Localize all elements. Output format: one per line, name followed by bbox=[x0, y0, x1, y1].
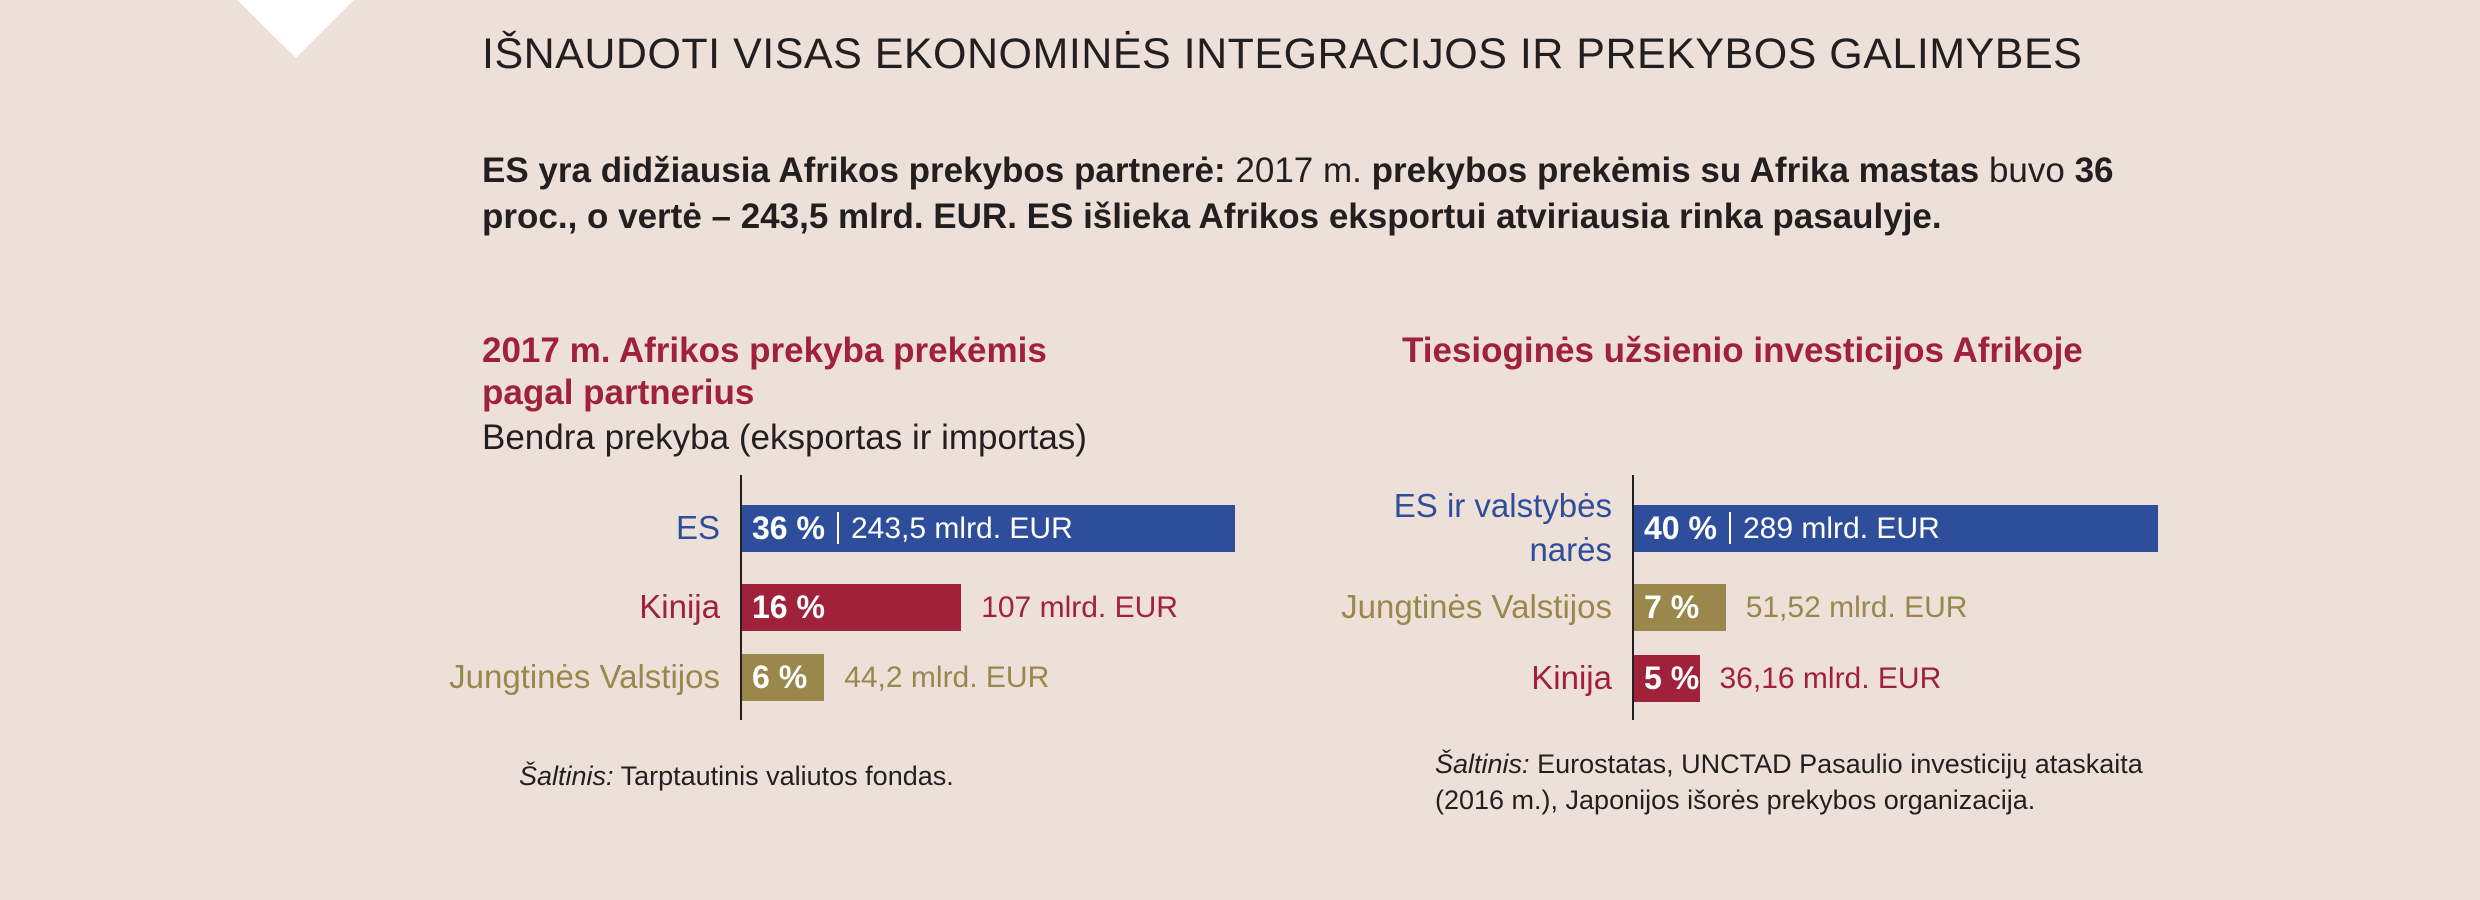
category-label: ES bbox=[675, 509, 720, 546]
category-label: Kinija bbox=[1531, 659, 1612, 696]
source-note: Šaltinis: Tarptautinis valiutos fondas. bbox=[519, 758, 1219, 794]
bar bbox=[742, 504, 1236, 552]
source-note: Šaltinis: Eurostatas, UNCTAD Pasaulio in… bbox=[1435, 746, 2175, 818]
amount-label: 289 mlrd. EUR bbox=[1743, 511, 1940, 545]
value-label: 36 % bbox=[752, 509, 825, 546]
separator bbox=[1729, 512, 1731, 544]
category-label: ES ir valstybės narės bbox=[1393, 487, 1612, 568]
category-label: Kinija bbox=[639, 588, 720, 625]
category-label: Jungtinės Valstijos bbox=[449, 658, 720, 695]
bar bbox=[742, 583, 962, 631]
source-label: Šaltinis: bbox=[1435, 749, 1530, 779]
amount-label: 243,5 mlrd. EUR bbox=[851, 511, 1073, 545]
intro-segment: prekybos prekėmis su Afrika mastas bbox=[1371, 151, 1989, 190]
value-label: 16 % bbox=[752, 588, 825, 625]
value-label: 40 % bbox=[1644, 509, 1717, 546]
amount-label: 107 mlrd. EUR bbox=[981, 590, 1178, 624]
source-label: Šaltinis: bbox=[519, 761, 614, 791]
separator bbox=[837, 512, 839, 544]
value-label: 6 % bbox=[752, 658, 808, 695]
amount-label: 44,2 mlrd. EUR bbox=[844, 660, 1050, 694]
axis-line bbox=[1632, 475, 1634, 720]
intro-text: ES yra didžiausia Afrikos prekybos partn… bbox=[482, 148, 2162, 240]
source-text: Eurostatas, UNCTAD Pasaulio investicijų … bbox=[1435, 749, 2143, 815]
source-text: Tarptautinis valiutos fondas. bbox=[620, 761, 954, 791]
page-title: IŠNAUDOTI VISAS EKONOMINĖS INTEGRACIJOS … bbox=[482, 30, 2083, 78]
bar bbox=[1634, 504, 2158, 552]
intro-segment: 2017 m. bbox=[1235, 151, 1372, 190]
value-label: 5 % bbox=[1644, 659, 1700, 696]
chart-subtitle: Bendra prekyba (eksportas ir importas) bbox=[482, 418, 1087, 457]
triangle bbox=[237, 0, 354, 58]
bar bbox=[1634, 654, 1700, 702]
intro-segment: buvo bbox=[1988, 151, 2075, 190]
bar bbox=[742, 653, 825, 701]
bar bbox=[1634, 583, 1726, 631]
amount-label: 36,16 mlrd. EUR bbox=[1719, 661, 1942, 695]
category-label: Jungtinės Valstijos bbox=[1341, 588, 1612, 625]
intro-segment: ES yra didžiausia Afrikos prekybos partn… bbox=[482, 151, 1236, 190]
chart-title: 2017 m. Afrikos prekyba prekėmis pagal p… bbox=[482, 331, 1047, 412]
intro-segment: 36 proc., o vertė – 243,5 mlrd. EUR. ES … bbox=[482, 151, 2114, 236]
value-label: 7 % bbox=[1644, 588, 1700, 625]
chart-title: Tiesioginės užsienio investicijos Afriko… bbox=[1402, 331, 2083, 370]
amount-label: 51,52 mlrd. EUR bbox=[1745, 590, 1968, 624]
axis-line bbox=[740, 475, 742, 720]
corner-marker bbox=[237, 0, 354, 58]
